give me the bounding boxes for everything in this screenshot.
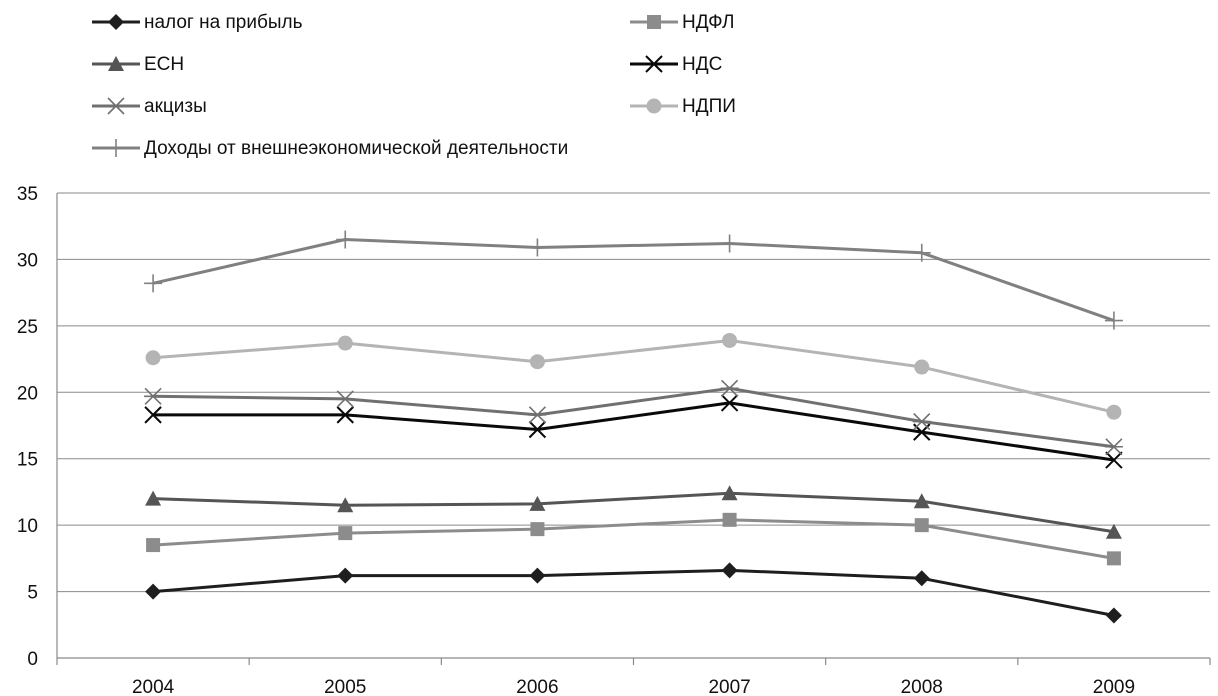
data-point bbox=[336, 390, 355, 408]
x-tick-label: 2008 bbox=[901, 677, 943, 696]
series-circle bbox=[145, 332, 1122, 420]
legend-marker bbox=[107, 139, 125, 157]
data-point bbox=[720, 394, 739, 412]
series-line bbox=[153, 491, 1115, 534]
legend-label: Доходы от внешнеэкономической деятельнос… bbox=[144, 138, 568, 159]
series-layer bbox=[144, 230, 1123, 624]
y-tick-label: 30 bbox=[17, 250, 38, 271]
legend-label: НДПИ bbox=[682, 96, 736, 117]
data-point bbox=[1105, 451, 1123, 469]
data-point bbox=[529, 354, 545, 370]
data-point bbox=[144, 274, 163, 293]
y-tick-label: 10 bbox=[17, 516, 38, 537]
legend-marker bbox=[108, 14, 124, 30]
data-point bbox=[338, 526, 353, 541]
data-point bbox=[722, 332, 738, 348]
series-triangle bbox=[145, 485, 1122, 539]
series-line bbox=[152, 518, 1115, 560]
data-point bbox=[1106, 551, 1121, 566]
series-line bbox=[152, 568, 1115, 617]
data-point bbox=[914, 518, 929, 533]
data-point bbox=[529, 567, 546, 584]
legend-marker bbox=[646, 98, 662, 114]
y-tick-label: 25 bbox=[17, 317, 38, 338]
series-line bbox=[152, 238, 1115, 322]
data-point bbox=[336, 406, 354, 424]
legend-marker bbox=[645, 55, 663, 73]
data-point bbox=[720, 379, 739, 397]
legend-label: акцизы bbox=[144, 96, 207, 117]
data-point bbox=[337, 497, 354, 513]
legend-item: ЕСН bbox=[92, 54, 184, 75]
data-point bbox=[1104, 311, 1123, 330]
data-point bbox=[145, 583, 162, 600]
data-point bbox=[336, 230, 355, 249]
legend-item: НДФЛ bbox=[630, 12, 734, 33]
legend-label: НДС bbox=[682, 54, 722, 75]
legend-marker bbox=[647, 15, 661, 29]
data-point bbox=[146, 538, 161, 553]
data-point bbox=[1105, 523, 1122, 539]
data-point bbox=[1106, 404, 1122, 420]
y-tick-label: 20 bbox=[17, 383, 38, 404]
data-point bbox=[1105, 607, 1122, 624]
y-tick-label: 5 bbox=[27, 583, 38, 604]
legend-marker bbox=[108, 56, 124, 71]
data-point bbox=[721, 485, 738, 501]
data-point bbox=[721, 562, 738, 579]
legend-item: НДС bbox=[630, 54, 722, 75]
legend-marker bbox=[107, 97, 125, 115]
data-point bbox=[913, 493, 930, 509]
series-diamond bbox=[145, 562, 1122, 624]
legend-item: налог на прибыль bbox=[92, 12, 303, 33]
data-point bbox=[529, 495, 546, 511]
x-tick-label: 2004 bbox=[132, 677, 175, 696]
y-tick-label: 15 bbox=[17, 450, 38, 471]
series-plus bbox=[144, 230, 1123, 330]
series-square bbox=[146, 512, 1121, 566]
x-tick-label: 2009 bbox=[1093, 677, 1135, 696]
legend: налог на прибыль НДФЛ ЕСН НДС акцизы НДПИ Дохо… bbox=[92, 12, 736, 159]
legend-item: НДПИ bbox=[630, 96, 736, 117]
legend-label: налог на прибыль bbox=[144, 12, 303, 33]
x-tick-label: 2007 bbox=[708, 677, 750, 696]
y-tick-label: 0 bbox=[27, 649, 38, 670]
legend-item: акцизы bbox=[92, 96, 207, 117]
data-point bbox=[145, 350, 161, 366]
legend-label: ЕСН bbox=[144, 54, 184, 75]
series-asterisk bbox=[144, 379, 1123, 456]
data-point bbox=[530, 522, 545, 537]
data-point bbox=[337, 335, 353, 351]
data-point bbox=[722, 512, 737, 527]
data-point bbox=[913, 570, 930, 587]
legend-item: Доходы от внешнеэкономической деятельнос… bbox=[92, 138, 568, 159]
data-point bbox=[528, 238, 547, 257]
axes: 0 5 10 15 20 25 30 35 2004 2005 2006 2007 2008 2009 bbox=[17, 184, 1211, 696]
data-point bbox=[528, 406, 547, 424]
data-point bbox=[144, 406, 162, 424]
x-tick-label: 2005 bbox=[324, 677, 366, 696]
data-point bbox=[144, 387, 163, 405]
data-point bbox=[720, 234, 739, 253]
x-tick-label: 2006 bbox=[516, 677, 558, 696]
data-point bbox=[912, 243, 931, 262]
data-point bbox=[528, 420, 547, 439]
series-line bbox=[152, 338, 1115, 414]
data-point bbox=[337, 567, 354, 584]
data-point bbox=[1104, 438, 1123, 456]
series-line bbox=[153, 386, 1115, 449]
y-tick-label: 35 bbox=[17, 184, 38, 205]
series-x bbox=[144, 394, 1123, 469]
legend-label: НДФЛ bbox=[682, 12, 734, 33]
data-point bbox=[912, 412, 931, 431]
data-point bbox=[914, 359, 930, 375]
series-line bbox=[153, 401, 1115, 462]
data-point bbox=[145, 490, 162, 506]
gridlines bbox=[57, 192, 1210, 593]
